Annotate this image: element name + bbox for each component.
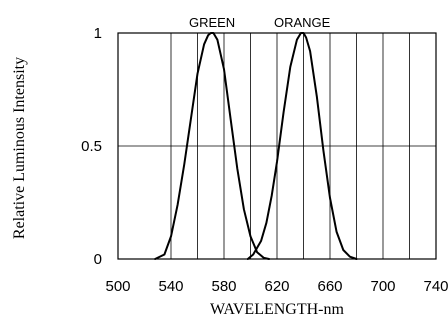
series-label-green: GREEN xyxy=(189,15,235,30)
x-tick-label: 500 xyxy=(105,278,130,295)
plot-frame xyxy=(117,32,437,260)
x-tick-label: 540 xyxy=(158,278,183,295)
x-tick-label: 580 xyxy=(211,278,236,295)
x-axis-title: WAVELENGTH-nm xyxy=(210,301,344,318)
tick-labels: 500 540 580 620 660 700 740 0 0.5 1 xyxy=(81,25,448,295)
y-tick-label: 1 xyxy=(94,25,102,42)
y-tick-label: 0 xyxy=(94,251,102,268)
x-tick-label: 620 xyxy=(264,278,289,295)
y-tick-label: 0.5 xyxy=(81,138,102,155)
series-label-orange: ORANGE xyxy=(274,15,331,30)
x-tick-label: 660 xyxy=(317,278,342,295)
x-tick-label: 740 xyxy=(423,278,448,295)
x-tick-label: 700 xyxy=(370,278,395,295)
grid-lines xyxy=(118,33,436,259)
series-labels: GREEN ORANGE xyxy=(189,15,331,30)
y-axis-title: Relative Luminous Intensity xyxy=(11,57,28,239)
